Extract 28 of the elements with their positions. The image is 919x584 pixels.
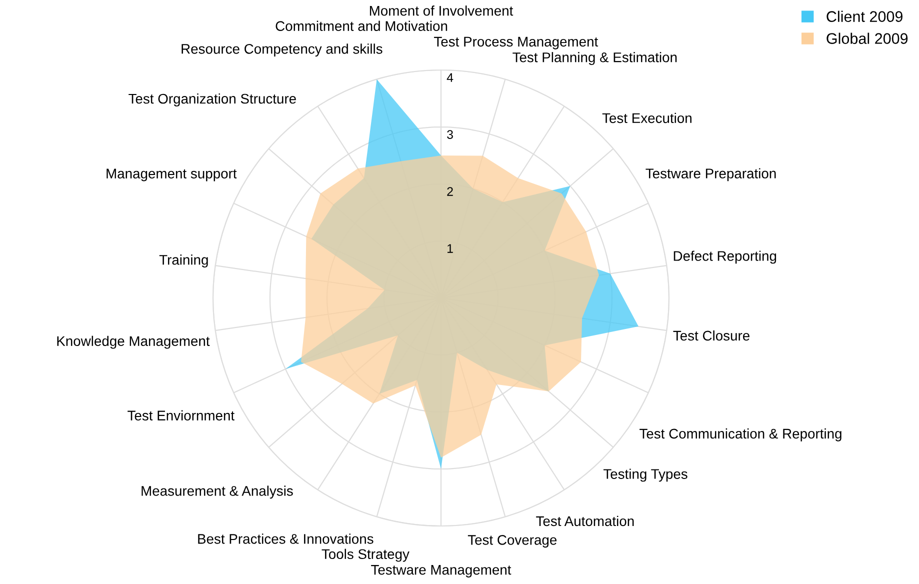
- spoke-label: Test Planning & Estimation: [512, 52, 677, 65]
- spoke-label: Tools Strategy: [322, 548, 410, 562]
- y-tick-label: 4: [446, 73, 454, 82]
- spoke-label: Testing Types: [603, 468, 688, 482]
- legend-label: Global 2009: [826, 32, 908, 44]
- spoke-label: Testware Preparation: [646, 168, 776, 182]
- spoke-label: Knowledge Management: [57, 336, 210, 349]
- y-tick-label: 1: [448, 244, 453, 253]
- legend-label: Client 2009: [826, 10, 902, 22]
- spoke-label: Resource Competency and skills: [182, 44, 382, 57]
- spoke-label: Test Execution: [602, 112, 692, 124]
- spoke-label: Test Coverage: [468, 535, 557, 548]
- spoke-label: Test Organization Structure: [128, 93, 296, 106]
- spoke-label: Best Practices & Innovations: [198, 534, 374, 544]
- spoke-label: Test Automation: [536, 516, 634, 526]
- spoke-label: Commitment and Motivation: [276, 20, 448, 31]
- spoke-label: Test Closure: [673, 330, 750, 341]
- spoke-label: Measurement & Analysis: [142, 486, 293, 499]
- spoke-label: Defect Reporting: [674, 250, 776, 264]
- y-tick-label: 2: [447, 187, 453, 196]
- spoke-label: Moment of Involvement: [370, 6, 514, 16]
- spoke-label: Test Communication & Reporting: [640, 428, 842, 442]
- spoke-label: Test Enviornment: [128, 410, 234, 420]
- spoke-label: Test Process Management: [434, 36, 598, 50]
- spoke-label: Management support: [106, 168, 237, 182]
- y-tick-label: 3: [447, 130, 453, 139]
- spoke-label: Testware Management: [371, 565, 512, 578]
- spoke-label: Training: [159, 254, 208, 268]
